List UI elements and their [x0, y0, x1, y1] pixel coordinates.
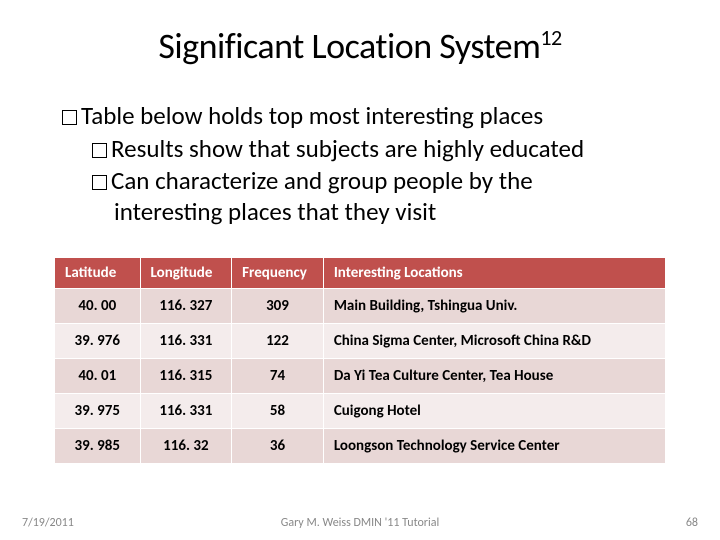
bullet-text: Table below holds top most interesting p… [81, 100, 543, 131]
bullet-box-icon [92, 143, 107, 158]
col-longitude: Longitude [140, 258, 232, 289]
cell-location: Loongson Technology Service Center [323, 429, 665, 464]
slide-footer: 7/19/2011 Gary M. Weiss DMIN '11 Tutoria… [0, 516, 720, 530]
bullet-level2: Results show that subjects are highly ed… [92, 133, 666, 164]
bullet-level2: Can characterize and group people by the [92, 165, 666, 196]
cell-latitude: 39. 975 [55, 394, 141, 429]
bullet-box-icon [62, 110, 77, 125]
table-row: 39. 975 116. 331 58 Cuigong Hotel [55, 394, 666, 429]
cell-location: Main Building, Tshingua Univ. [323, 289, 665, 324]
cell-latitude: 39. 976 [55, 324, 141, 359]
bullet-box-icon [92, 175, 107, 190]
title-superscript: 12 [540, 24, 561, 51]
cell-location: Da Yi Tea Culture Center, Tea House [323, 359, 665, 394]
cell-frequency: 122 [232, 324, 324, 359]
cell-latitude: 40. 00 [55, 289, 141, 324]
bullet-list: Table below holds top most interesting p… [62, 100, 666, 227]
cell-frequency: 58 [232, 394, 324, 429]
cell-frequency: 309 [232, 289, 324, 324]
col-locations: Interesting Locations [323, 258, 665, 289]
bullet-level2-continuation: interesting places that they visit [114, 196, 666, 227]
table-row: 39. 985 116. 32 36 Loongson Technology S… [55, 429, 666, 464]
cell-longitude: 116. 331 [140, 324, 232, 359]
cell-frequency: 74 [232, 359, 324, 394]
footer-page-number: 68 [686, 516, 698, 530]
slide: Significant Location System12 Table belo… [0, 0, 720, 540]
bullet-text: interesting places that they visit [114, 196, 436, 227]
cell-latitude: 39. 985 [55, 429, 141, 464]
bullet-text: Results show that subjects are highly ed… [111, 133, 584, 164]
cell-longitude: 116. 32 [140, 429, 232, 464]
cell-frequency: 36 [232, 429, 324, 464]
cell-location: China Sigma Center, Microsoft China R&D [323, 324, 665, 359]
table-row: 39. 976 116. 331 122 China Sigma Center,… [55, 324, 666, 359]
bullet-text: Can characterize and group people by the [111, 165, 533, 196]
table-row: 40. 01 116. 315 74 Da Yi Tea Culture Cen… [55, 359, 666, 394]
table-row: 40. 00 116. 327 309 Main Building, Tshin… [55, 289, 666, 324]
slide-title: Significant Location System12 [54, 24, 666, 68]
table-header-row: Latitude Longitude Frequency Interesting… [55, 258, 666, 289]
cell-location: Cuigong Hotel [323, 394, 665, 429]
title-text: Significant Location System [158, 24, 540, 68]
cell-longitude: 116. 315 [140, 359, 232, 394]
cell-longitude: 116. 331 [140, 394, 232, 429]
col-frequency: Frequency [232, 258, 324, 289]
locations-table: Latitude Longitude Frequency Interesting… [54, 257, 666, 464]
footer-date: 7/19/2011 [22, 516, 74, 530]
footer-center: Gary M. Weiss DMIN '11 Tutorial [281, 516, 440, 530]
col-latitude: Latitude [55, 258, 141, 289]
cell-longitude: 116. 327 [140, 289, 232, 324]
bullet-level1: Table below holds top most interesting p… [62, 100, 666, 131]
cell-latitude: 40. 01 [55, 359, 141, 394]
